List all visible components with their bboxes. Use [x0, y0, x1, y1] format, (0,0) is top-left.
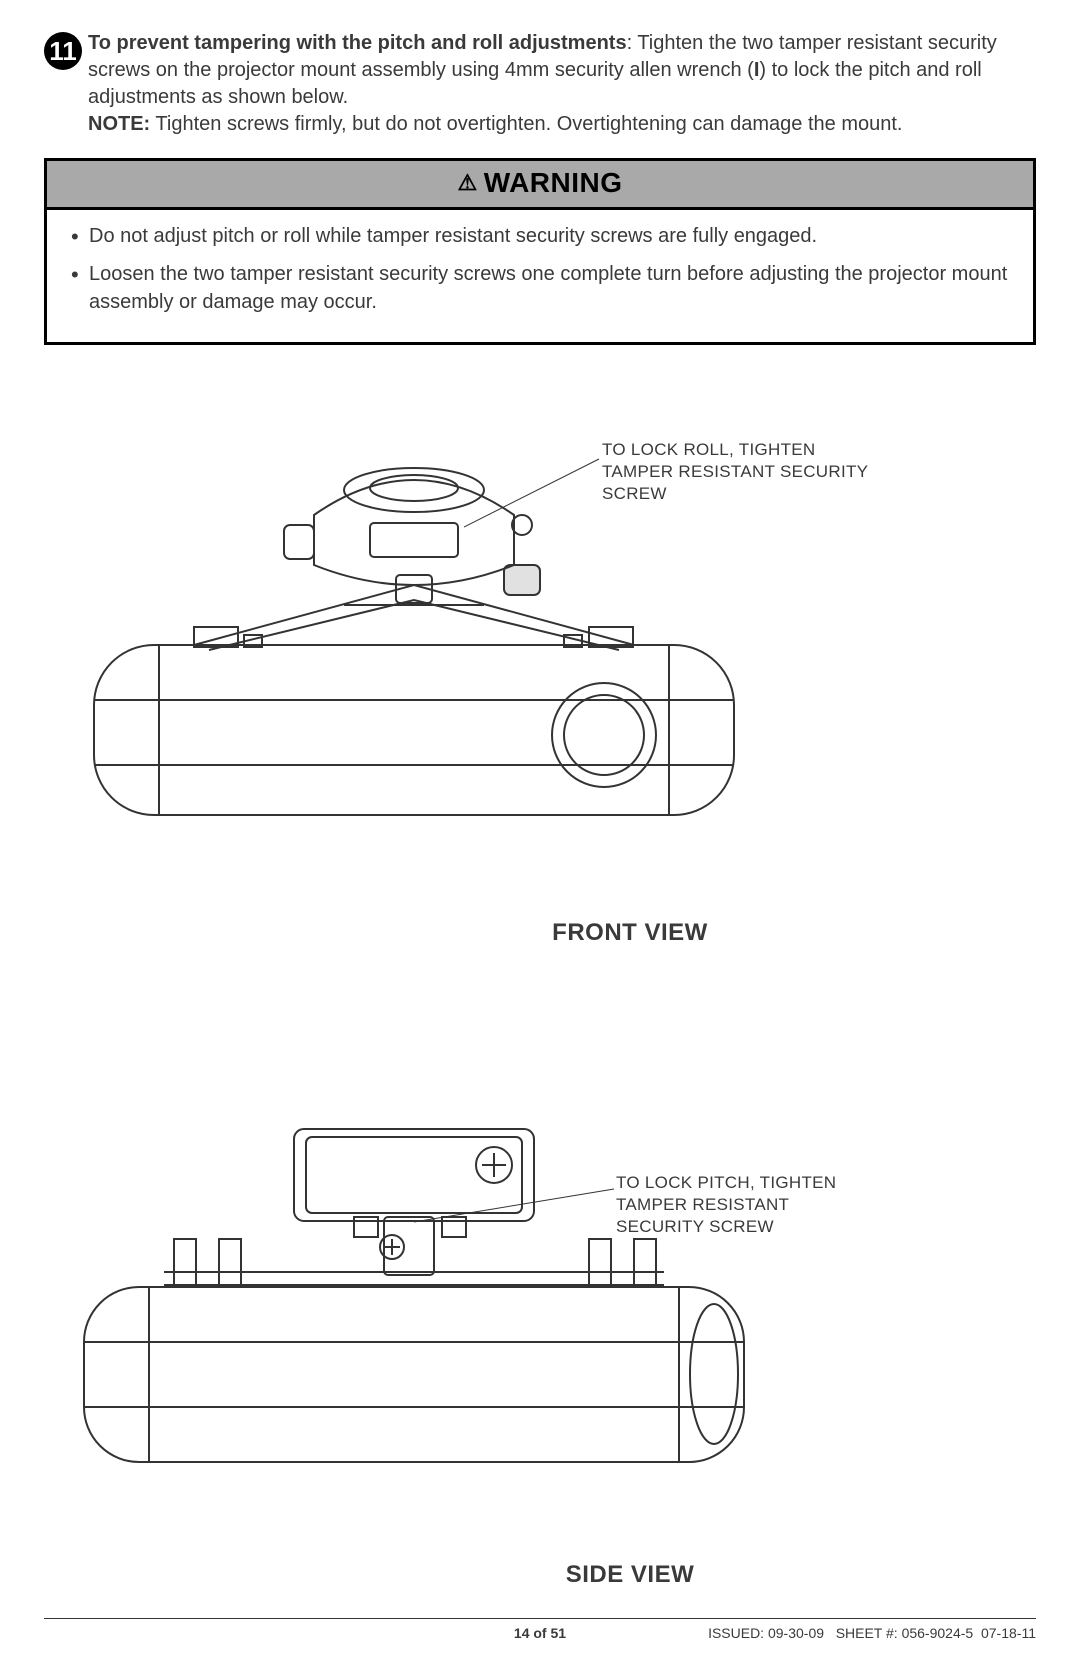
warning-triangle-icon: ⚠	[457, 170, 477, 196]
issued-date: 09-30-09	[768, 1625, 824, 1641]
rev-date: 07-18-11	[981, 1625, 1036, 1641]
step-text: To prevent tampering with the pitch and …	[88, 30, 1036, 138]
warning-body: Do not adjust pitch or roll while tamper…	[47, 210, 1033, 342]
warning-box: ⚠ WARNING Do not adjust pitch or roll whi…	[44, 158, 1036, 345]
page-footer: 14 of 51 ISSUED: 09-30-09 SHEET #: 056-9…	[44, 1618, 1036, 1641]
side-callout-text: TO LOCK PITCH, TIGHTEN TAMPER RESISTANT …	[616, 1172, 836, 1238]
callout-line: TAMPER RESISTANT	[616, 1195, 789, 1214]
note-label: NOTE:	[88, 113, 150, 135]
callout-line: TAMPER RESISTANT SECURITY	[602, 462, 868, 481]
step-lead: To prevent tampering with the pitch and …	[88, 32, 627, 54]
callout-line: TO LOCK PITCH, TIGHTEN	[616, 1173, 836, 1192]
side-view-label: SIDE VIEW	[224, 1561, 1036, 1589]
warning-item: Loosen the two tamper resistant security…	[67, 260, 1013, 316]
step-number-badge: 11	[44, 32, 82, 70]
footer-meta: ISSUED: 09-30-09 SHEET #: 056-9024-5 07-…	[708, 1625, 1036, 1641]
page-number: 14 of 51	[514, 1625, 566, 1641]
sheet-label: SHEET #:	[836, 1625, 898, 1641]
warning-item: Do not adjust pitch or roll while tamper…	[67, 222, 1013, 250]
callout-line: SECURITY SCREW	[616, 1217, 774, 1236]
callout-line: SCREW	[602, 484, 667, 503]
side-view-diagram: TO LOCK PITCH, TIGHTEN TAMPER RESISTANT …	[44, 1067, 1036, 1547]
warning-title: WARNING	[484, 167, 623, 198]
step-11: 11 To prevent tampering with the pitch a…	[44, 30, 1036, 138]
sheet-no: 056-9024-5	[902, 1625, 974, 1641]
issued-label: ISSUED:	[708, 1625, 764, 1641]
callout-line: TO LOCK ROLL, TIGHTEN	[602, 440, 816, 459]
front-view-label: FRONT VIEW	[224, 919, 1036, 947]
front-view-diagram: TO LOCK ROLL, TIGHTEN TAMPER RESISTANT S…	[44, 385, 1036, 905]
note-text: Tighten screws firmly, but do not overti…	[150, 113, 902, 135]
front-callout-text: TO LOCK ROLL, TIGHTEN TAMPER RESISTANT S…	[602, 439, 868, 505]
warning-header: ⚠ WARNING	[47, 161, 1033, 210]
